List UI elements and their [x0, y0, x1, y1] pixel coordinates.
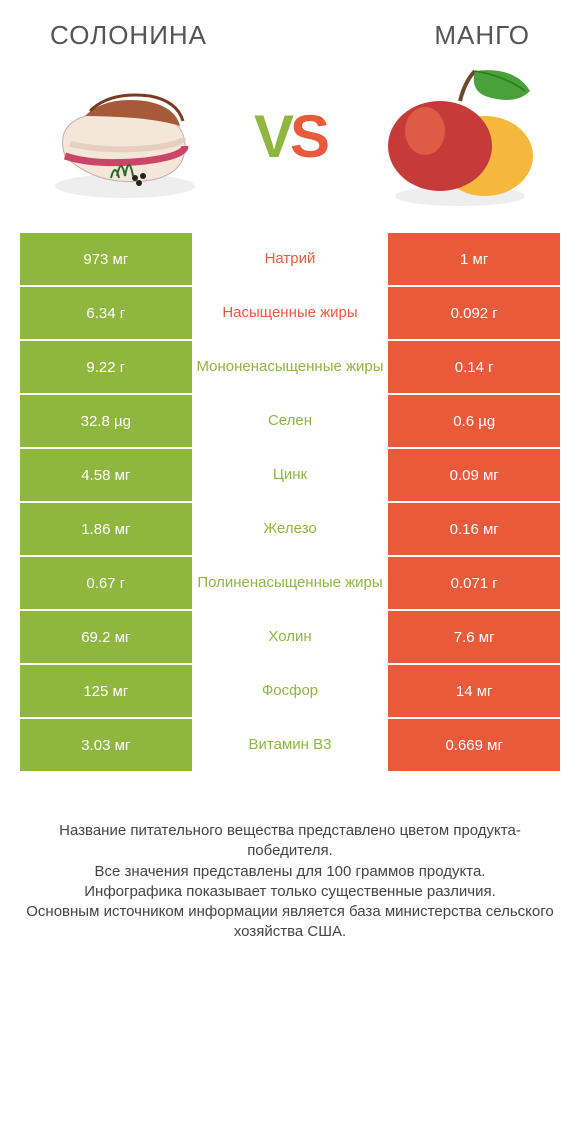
vs-label: VS — [254, 102, 326, 171]
right-value: 14 мг — [388, 665, 560, 717]
left-value: 4.58 мг — [20, 449, 192, 501]
left-food-image — [30, 61, 220, 211]
table-row: 32.8 µgСелен0.6 µg — [20, 393, 560, 447]
left-value: 9.22 г — [20, 341, 192, 393]
footnote: Название питательного вещества представл… — [20, 821, 560, 943]
right-value: 7.6 мг — [388, 611, 560, 663]
nutrient-label: Натрий — [192, 233, 389, 285]
header: Солонина Mанго — [20, 20, 560, 51]
footnote-line: Инфографика показывает только существенн… — [26, 882, 554, 902]
footnote-line: Название питательного вещества представл… — [26, 821, 554, 862]
right-value: 0.14 г — [388, 341, 560, 393]
table-row: 973 мгНатрий1 мг — [20, 231, 560, 285]
right-value: 0.669 мг — [388, 719, 560, 771]
right-value: 0.6 µg — [388, 395, 560, 447]
left-food-title: Солонина — [50, 20, 207, 51]
table-row: 9.22 гМононенасыщенные жиры0.14 г — [20, 339, 560, 393]
left-value: 3.03 мг — [20, 719, 192, 771]
nutrient-label: Селен — [192, 395, 389, 447]
nutrient-label: Фосфор — [192, 665, 389, 717]
table-row: 4.58 мгЦинк0.09 мг — [20, 447, 560, 501]
footnote-line: Основным источником информации является … — [26, 902, 554, 943]
nutrient-label: Мононенасыщенные жиры — [192, 341, 389, 393]
table-row: 0.67 гПолиненасыщенные жиры0.071 г — [20, 555, 560, 609]
left-value: 1.86 мг — [20, 503, 192, 555]
table-row: 3.03 мгВитамин B30.669 мг — [20, 717, 560, 771]
right-food-title: Mанго — [434, 20, 530, 51]
footnote-line: Все значения представлены для 100 граммо… — [26, 862, 554, 882]
right-value: 0.071 г — [388, 557, 560, 609]
left-value: 125 мг — [20, 665, 192, 717]
table-row: 69.2 мгХолин7.6 мг — [20, 609, 560, 663]
left-value: 69.2 мг — [20, 611, 192, 663]
table-row: 125 мгФосфор14 мг — [20, 663, 560, 717]
nutrient-label: Насыщенные жиры — [192, 287, 389, 339]
right-food-image — [360, 61, 550, 211]
left-value: 32.8 µg — [20, 395, 192, 447]
right-value: 0.092 г — [388, 287, 560, 339]
table-row: 1.86 мгЖелезо0.16 мг — [20, 501, 560, 555]
right-value: 0.09 мг — [388, 449, 560, 501]
left-value: 0.67 г — [20, 557, 192, 609]
left-value: 973 мг — [20, 233, 192, 285]
comparison-table: 973 мгНатрий1 мг6.34 гНасыщенные жиры0.0… — [20, 231, 560, 771]
nutrient-label: Витамин B3 — [192, 719, 389, 771]
images-row: VS — [20, 61, 560, 231]
nutrient-label: Полиненасыщенные жиры — [192, 557, 389, 609]
nutrient-label: Холин — [192, 611, 389, 663]
vs-s: S — [290, 103, 326, 170]
nutrient-label: Цинк — [192, 449, 389, 501]
right-value: 1 мг — [388, 233, 560, 285]
nutrient-label: Железо — [192, 503, 389, 555]
table-row: 6.34 гНасыщенные жиры0.092 г — [20, 285, 560, 339]
left-value: 6.34 г — [20, 287, 192, 339]
vs-v: V — [254, 103, 290, 170]
right-value: 0.16 мг — [388, 503, 560, 555]
